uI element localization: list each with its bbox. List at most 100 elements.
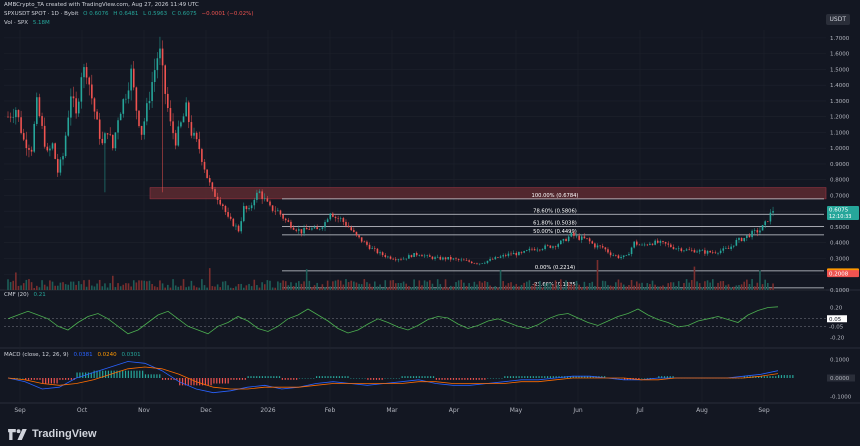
volume-bar <box>394 283 397 290</box>
candle-body <box>439 256 442 260</box>
volume-bar <box>714 286 717 290</box>
macd-histogram-bar <box>778 375 780 378</box>
candle-body <box>25 139 28 149</box>
volume-bar <box>599 286 601 290</box>
volume-bar <box>505 285 507 290</box>
volume-bar <box>180 285 182 290</box>
macd-tick-label: -0.1000 <box>830 394 852 400</box>
price-tick-label: 1.5000 <box>830 67 850 73</box>
candle-body <box>486 260 489 263</box>
candle-body <box>578 235 580 240</box>
candle-body <box>696 251 698 253</box>
candle-body <box>20 117 22 134</box>
macd-title[interactable]: MACD (close, 12, 26, 9) <box>4 352 69 358</box>
macd-histogram-bar <box>381 378 383 380</box>
currency-badge[interactable]: USDT <box>825 14 850 25</box>
macd-histogram-bar <box>276 376 278 378</box>
candle-body <box>80 77 83 102</box>
volume-bar <box>452 286 455 290</box>
tradingview-logo[interactable]: TradingView <box>8 428 97 440</box>
candle-body <box>227 212 229 217</box>
macd-histogram-bar <box>159 374 161 378</box>
volume-bar <box>586 286 588 290</box>
candles-series <box>7 36 774 266</box>
volume-bar <box>274 287 277 290</box>
volume-bar <box>193 285 195 290</box>
volume-bar <box>413 279 415 290</box>
candle-body <box>64 135 67 157</box>
candle-body <box>620 257 622 259</box>
price-axis-badge <box>827 206 859 221</box>
volume-bar <box>198 287 201 290</box>
candle-body <box>284 218 287 221</box>
candle-body <box>114 132 117 149</box>
macd-histogram-bar <box>393 378 395 379</box>
signal-line <box>7 366 779 390</box>
candle-body <box>22 133 25 140</box>
macd-histogram-bar <box>521 376 523 378</box>
volume-bar <box>617 279 620 290</box>
candle-body <box>329 213 332 220</box>
time-tick-label: Jun <box>572 407 583 414</box>
volume-bar <box>300 283 303 290</box>
symbol-name[interactable]: SPXUSDT SPOT · 1D · Bybit <box>4 11 79 17</box>
macd-histogram-bar <box>415 376 418 378</box>
candle-body <box>546 245 549 247</box>
cmf-title[interactable]: CMF (20) <box>4 292 29 298</box>
macd-histogram-bar <box>142 370 144 378</box>
cmf-tick-label: 0.05 <box>829 317 842 323</box>
macd-histogram-bar <box>438 378 440 380</box>
volume-bar <box>62 282 64 290</box>
attribution-text: AMBCrypto_TA created with TradingView.co… <box>4 2 199 8</box>
volume-bar <box>167 284 169 290</box>
volume-bar <box>476 284 478 290</box>
volume-bar <box>240 283 242 290</box>
volume-bar <box>224 281 227 290</box>
candle-body <box>457 259 460 260</box>
candle-body <box>719 250 722 253</box>
macd-histogram-bar <box>278 376 281 378</box>
volume-bar <box>717 282 719 290</box>
candle-body <box>237 225 240 232</box>
candle-body <box>98 119 101 139</box>
candle-body <box>706 250 709 254</box>
macd-histogram-bar <box>421 376 423 378</box>
macd-header: MACD (close, 12, 26, 9) 0.0381 0.0240 0.… <box>4 352 144 358</box>
macd-histogram-bar <box>404 376 406 378</box>
volume-bar <box>206 287 208 290</box>
macd-histogram-bar <box>769 376 771 378</box>
candle-body <box>371 248 373 249</box>
volume-bar <box>153 286 156 290</box>
volume-bar <box>565 280 567 290</box>
candle-body <box>151 82 153 101</box>
volume-bar <box>269 280 271 290</box>
macd-histogram-bar <box>25 378 27 380</box>
candle-body <box>575 235 578 237</box>
volume-label[interactable]: Vol · SPX <box>4 20 29 26</box>
macd-histogram-bar <box>624 378 626 380</box>
candle-body <box>402 258 405 260</box>
price-tick-label: 1.2000 <box>830 115 850 121</box>
volume-bar <box>117 283 119 290</box>
volume-bar <box>515 283 518 290</box>
volume-bar <box>675 286 677 290</box>
volume-bar <box>371 286 373 290</box>
volume-bar <box>719 281 722 290</box>
volume-bar <box>410 287 413 290</box>
macd-histogram-bar <box>592 376 594 378</box>
volume-bar <box>342 284 345 290</box>
cmf-tick-label: -0.20 <box>830 336 845 342</box>
volume-bar <box>691 280 693 290</box>
candle-body <box>478 263 481 265</box>
macd-histogram-bar <box>447 378 449 380</box>
volume-bar <box>143 280 146 290</box>
volume-bar <box>326 280 329 290</box>
candle-body <box>266 198 269 202</box>
candle-body <box>442 257 444 260</box>
volume-bar <box>636 281 638 290</box>
macd-histogram-bar <box>244 378 246 380</box>
price-tick-label: 0.3000 <box>830 256 850 262</box>
macd-histogram-bar <box>62 378 64 380</box>
candle-body <box>229 216 232 219</box>
